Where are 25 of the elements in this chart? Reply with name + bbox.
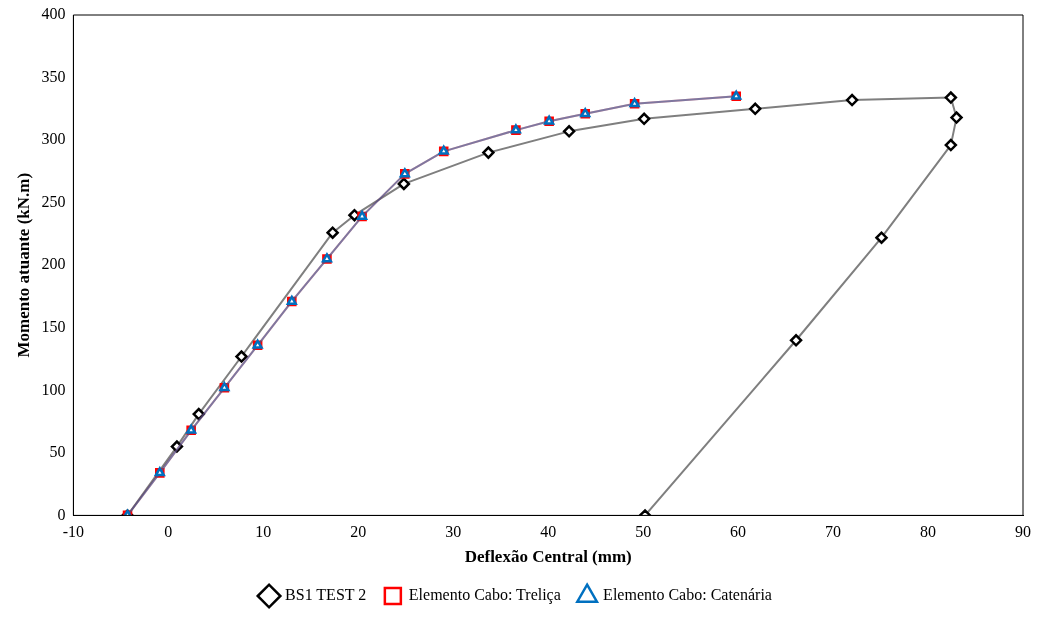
x-tick-label: 20 xyxy=(350,523,367,541)
y-axis-title: Momento atuante (kN.m) xyxy=(13,172,33,358)
x-axis-title: Deflexão Central (mm) xyxy=(464,547,632,567)
y-tick-label: 400 xyxy=(41,5,66,23)
x-tick-label: 50 xyxy=(635,523,652,541)
x-tick-label: 30 xyxy=(445,523,462,541)
x-tick-label: 80 xyxy=(920,523,937,541)
x-tick-label: 40 xyxy=(540,523,557,541)
y-tick-label: 300 xyxy=(41,130,66,148)
x-tick-label: 90 xyxy=(1015,523,1031,541)
x-tick-label: -10 xyxy=(62,523,85,541)
y-tick-label: 100 xyxy=(41,380,66,398)
y-tick-label: 0 xyxy=(57,505,66,523)
y-tick-label: 200 xyxy=(41,255,66,273)
x-tick-label: 60 xyxy=(730,523,747,541)
y-tick-label: 250 xyxy=(41,192,66,210)
x-tick-label: 70 xyxy=(825,523,842,541)
x-tick-label: 0 xyxy=(164,523,173,541)
legend-label: BS1 TEST 2 xyxy=(285,586,367,604)
x-tick-label: 10 xyxy=(255,523,272,541)
y-tick-label: 150 xyxy=(41,317,66,335)
y-tick-label: 50 xyxy=(49,443,66,461)
legend-label: Elemento Cabo: Treliça xyxy=(408,586,561,605)
y-tick-label: 350 xyxy=(41,67,66,85)
legend-label: Elemento Cabo: Catenária xyxy=(603,586,772,604)
